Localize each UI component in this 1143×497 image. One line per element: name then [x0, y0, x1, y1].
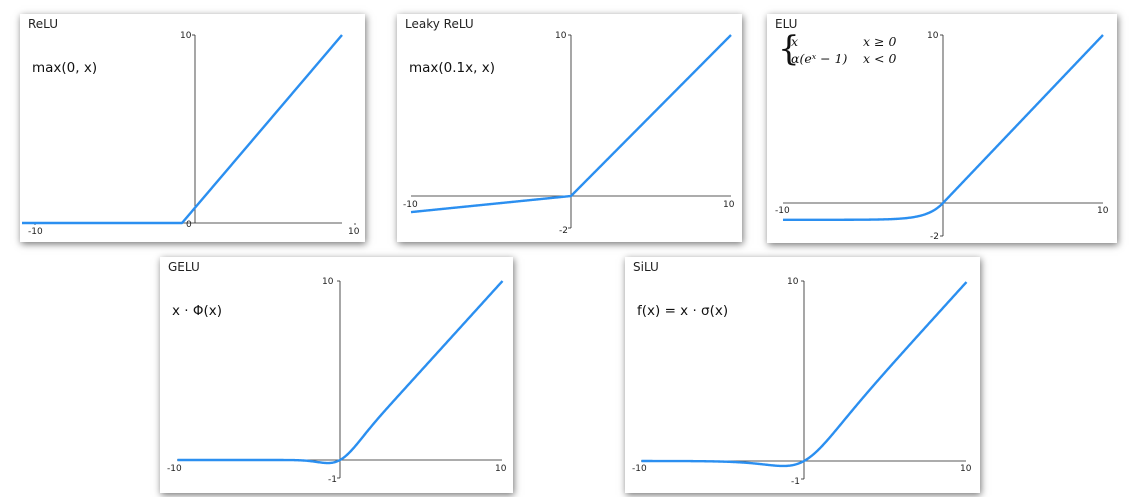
silu-plot: -10 10 -1 10 [632, 277, 972, 487]
formula-case-expr: α(eˣ − 1) [791, 51, 848, 66]
chart-formula: max(0, x) [32, 60, 98, 76]
x-tick-max: 10 [723, 200, 735, 210]
chart-title: ReLU [28, 17, 59, 31]
chart-title: GELU [168, 260, 200, 274]
x-tick-max: 10 [960, 464, 972, 474]
x-tick-min: -10 [775, 206, 790, 216]
relu-curve [21, 34, 343, 225]
x-tick-min: -10 [167, 464, 182, 474]
chart-panel-leaky-relu: -10 10 -2 10 Leaky ReLU max(0.1x, x) [397, 14, 742, 242]
chart-title: ELU [775, 17, 798, 31]
chart-formula: max(0.1x, x) [409, 60, 495, 76]
gelu-curve [177, 280, 504, 465]
y-tick-min: 0 [186, 220, 192, 230]
relu-plot: -10 10 0 10 [21, 31, 360, 237]
leaky-relu-plot: -10 10 -2 10 [403, 31, 735, 236]
formula-case-expr: x [791, 34, 799, 49]
y-tick-min: -2 [930, 232, 939, 242]
x-tick-min: -10 [28, 227, 43, 237]
y-tick-min: -1 [328, 475, 337, 485]
elu-curve [782, 34, 1104, 221]
chart-panel-silu: -10 10 -1 10 SiLU f(x) = x · σ(x) [625, 257, 980, 493]
x-tick-min: -10 [632, 464, 647, 474]
gelu-plot: -10 10 -1 10 [167, 277, 507, 485]
chart-panel-relu: -10 10 0 10 ReLU max(0, x) [20, 14, 365, 242]
formula-case-cond: x < 0 [863, 51, 897, 66]
chart-formula: x · Φ(x) [172, 303, 223, 319]
y-tick-max: 10 [180, 31, 192, 41]
y-tick-min: -1 [791, 477, 800, 487]
chart-panel-gelu: -10 10 -1 10 GELU x · Φ(x) [160, 257, 513, 493]
chart-title: Leaky ReLU [405, 17, 474, 31]
leaky-relu-curve [410, 34, 732, 214]
formula-brace: { [778, 29, 800, 69]
x-tick-max: 10 [348, 227, 360, 237]
chart-title: SiLU [633, 260, 659, 274]
chart-panel-elu: -10 10 -2 10 ELU { x x ≥ 0 α(eˣ − 1) x <… [767, 14, 1117, 243]
y-tick-max: 10 [787, 277, 799, 287]
x-tick-max: 10 [495, 464, 507, 474]
chart-formula: f(x) = x · σ(x) [637, 303, 729, 319]
y-tick-max: 10 [555, 31, 567, 41]
x-tick-min: -10 [403, 200, 418, 210]
y-tick-max: 10 [927, 31, 939, 41]
formula-case-cond: x ≥ 0 [863, 34, 897, 49]
elu-plot: -10 10 -2 10 [775, 31, 1109, 242]
y-tick-min: -2 [559, 226, 568, 236]
y-tick-max: 10 [322, 277, 334, 287]
x-tick-max: 10 [1097, 206, 1109, 216]
silu-curve [641, 281, 968, 468]
